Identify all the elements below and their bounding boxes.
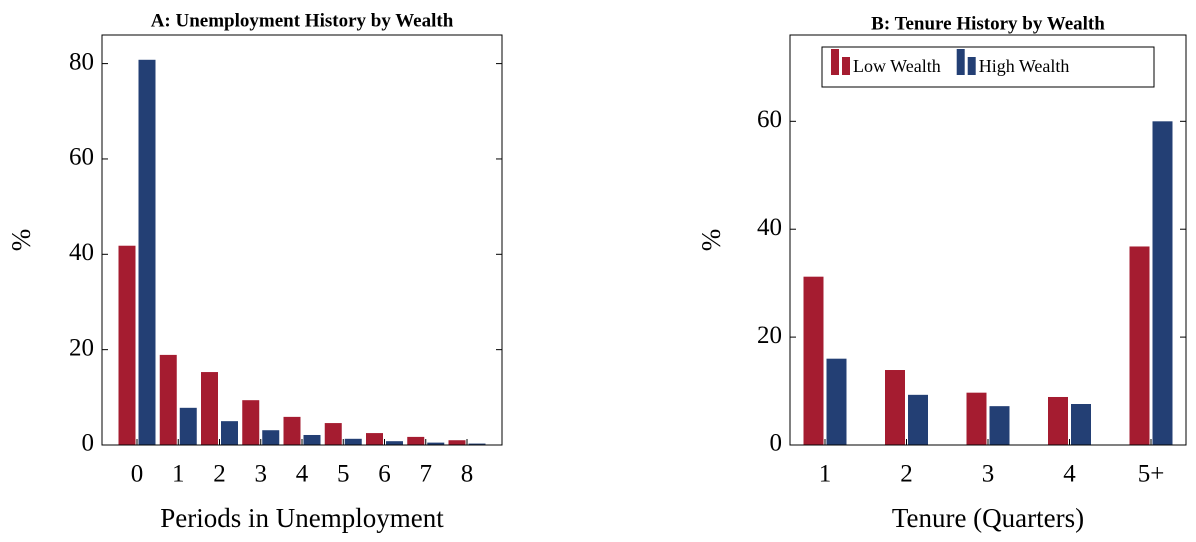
bar	[1048, 396, 1068, 445]
bar	[344, 438, 362, 445]
bar	[989, 406, 1010, 445]
x-tick-label: 4	[296, 461, 309, 488]
bar	[242, 400, 260, 445]
bar	[427, 442, 445, 445]
bar	[1129, 246, 1150, 445]
bar	[885, 370, 905, 445]
y-tick-label: 20	[69, 334, 94, 361]
y-tick-label: 20	[757, 322, 782, 349]
panel-title: B: Tenure History by Wealth	[871, 13, 1105, 34]
y-tick-label: 40	[69, 239, 94, 266]
panel: B: Tenure History by Wealth 0 20 40 60 1 2 3 4 5+…	[696, 13, 1187, 533]
y-axis-label: %	[6, 229, 36, 252]
x-axis-label: Tenure (Quarters)	[892, 503, 1084, 533]
legend-swatch	[842, 57, 850, 75]
bar	[1071, 404, 1091, 445]
x-tick-label: 8	[461, 461, 474, 488]
bar	[407, 436, 425, 445]
x-tick-label: 5+	[1138, 461, 1165, 488]
legend-box	[821, 46, 1155, 88]
legend: Low Wealth High Wealth	[821, 46, 1155, 88]
panel: A: Unemployment History by Wealth0204060…	[6, 10, 503, 533]
panel-title: A: Unemployment History by Wealth	[151, 10, 454, 31]
bar	[118, 245, 136, 445]
legend-swatch	[956, 49, 965, 75]
x-tick-label: 1	[172, 461, 185, 488]
bar	[324, 423, 342, 445]
bar	[283, 416, 301, 445]
bar	[826, 358, 847, 445]
x-axis-label: Periods in Unemployment	[160, 503, 444, 533]
x-tick-label: 3	[255, 461, 268, 488]
x-tick-label: 7	[420, 461, 433, 488]
bar	[803, 276, 824, 445]
x-tick-label: 1	[819, 461, 832, 488]
x-tick-label: 3	[982, 461, 995, 488]
bar	[138, 59, 156, 445]
x-tick-label: 5	[337, 461, 350, 488]
bar	[1152, 121, 1173, 445]
x-tick-label: 4	[1063, 461, 1076, 488]
bar	[303, 434, 321, 445]
x-tick-label: 0	[131, 461, 144, 488]
bar	[966, 392, 987, 445]
legend-swatch	[967, 57, 976, 75]
bar	[386, 441, 403, 445]
x-tick-label: 6	[378, 461, 391, 488]
y-tick-label: 60	[757, 106, 782, 133]
x-tick-label: 2	[900, 461, 913, 488]
legend-label: High Wealth	[979, 56, 1070, 76]
bar	[262, 430, 280, 445]
bar	[221, 421, 238, 445]
x-tick-label: 2	[213, 461, 226, 488]
bar	[201, 372, 218, 445]
bar	[448, 440, 466, 445]
bar	[179, 407, 197, 445]
plot-frame	[789, 34, 1187, 446]
bar	[908, 394, 928, 445]
bar	[468, 443, 486, 445]
legend-swatch	[831, 49, 839, 75]
y-tick-label: 0	[770, 430, 783, 457]
bar	[366, 433, 383, 445]
y-tick-label: 60	[69, 144, 94, 171]
bar	[159, 354, 177, 445]
y-axis-label: %	[696, 229, 726, 252]
y-tick-label: 80	[69, 48, 94, 75]
y-tick-label: 0	[82, 430, 95, 457]
y-tick-label: 40	[757, 214, 782, 241]
legend-label: Low Wealth	[853, 56, 941, 76]
